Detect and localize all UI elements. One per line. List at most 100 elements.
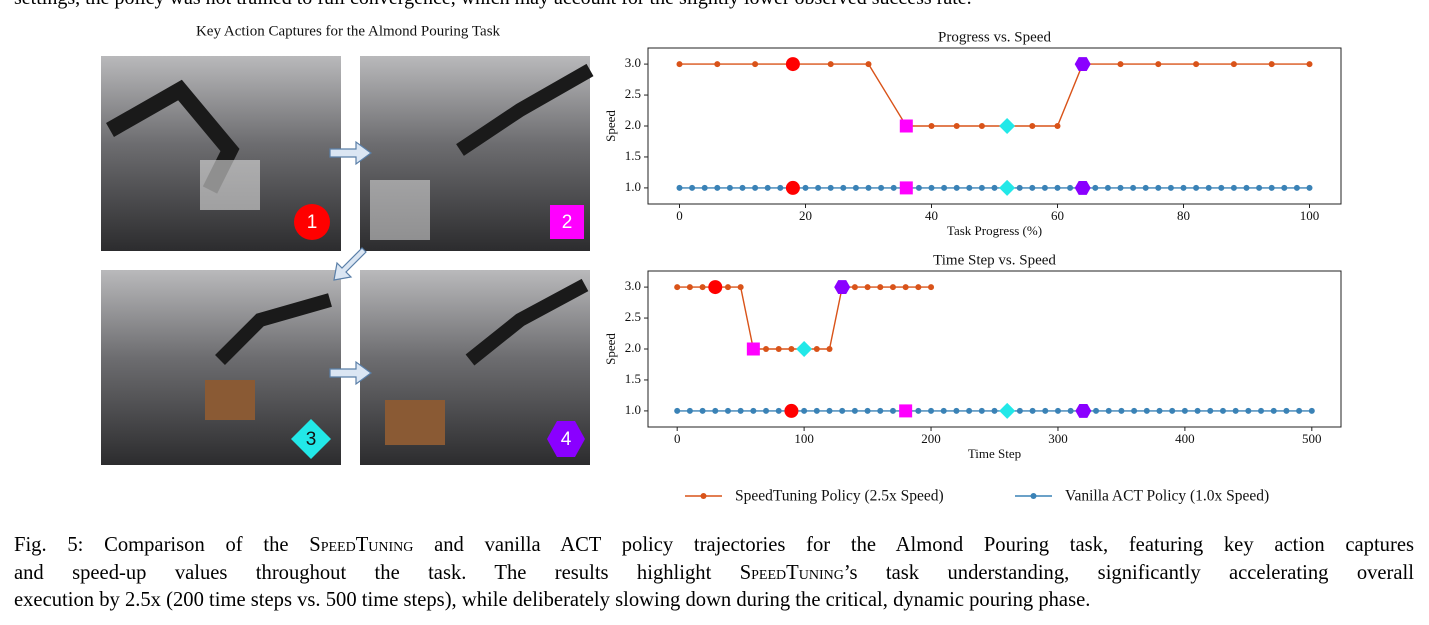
- data-point: [928, 184, 935, 191]
- data-point: [686, 284, 693, 291]
- caption-text: Fig. 5: Comparison of the: [14, 534, 310, 556]
- key-marker: [796, 341, 813, 357]
- data-point: [852, 184, 859, 191]
- data-point: [851, 407, 858, 414]
- data-point: [739, 184, 746, 191]
- data-point: [1281, 184, 1288, 191]
- badge-number: 4: [561, 429, 572, 450]
- data-point: [1117, 61, 1124, 68]
- data-point: [1232, 407, 1239, 414]
- almonds: [205, 380, 255, 420]
- data-point: [1067, 184, 1074, 191]
- data-point: [1155, 184, 1162, 191]
- body-text: settings, the policy was not trained to …: [14, 0, 972, 10]
- data-point: [864, 284, 871, 291]
- data-point: [699, 407, 706, 414]
- data-point: [813, 407, 820, 414]
- data-point: [714, 184, 721, 191]
- key-marker: [1074, 180, 1091, 195]
- badge-number: 1: [307, 212, 318, 233]
- data-point: [674, 284, 681, 291]
- key-marker: [785, 57, 800, 72]
- data-point: [889, 284, 896, 291]
- data-point: [1016, 184, 1023, 191]
- caption-line: and speed-up values throughout the task.…: [14, 562, 1414, 585]
- data-point: [764, 184, 771, 191]
- data-point: [878, 184, 885, 191]
- data-point: [840, 184, 847, 191]
- data-point: [890, 184, 897, 191]
- data-point: [1230, 184, 1237, 191]
- data-point: [915, 284, 922, 291]
- x-tick-label: 200: [921, 431, 941, 446]
- data-point: [1169, 407, 1176, 414]
- legend-label: Vanilla ACT Policy (1.0x Speed): [1065, 488, 1269, 505]
- data-point: [1245, 407, 1252, 414]
- data-point: [1093, 407, 1100, 414]
- badge-number: 2: [562, 212, 573, 233]
- data-point: [701, 184, 708, 191]
- caption-text: SpeedTuning: [309, 534, 414, 556]
- data-point: [978, 407, 985, 414]
- data-point: [928, 123, 935, 129]
- key-marker: [899, 404, 913, 418]
- y-tick-label: 3.0: [625, 278, 641, 293]
- data-point: [737, 284, 744, 291]
- data-point: [775, 346, 782, 352]
- chart-title: Time Step vs. Speed: [933, 252, 1056, 268]
- x-tick-label: 100: [794, 431, 814, 446]
- data-point: [777, 184, 784, 191]
- data-point: [1105, 407, 1112, 414]
- data-point: [941, 184, 948, 191]
- data-point: [978, 123, 985, 129]
- data-point: [1193, 184, 1200, 191]
- caption-text: and speed-up values throughout the task.…: [14, 562, 740, 584]
- y-tick-label: 1.0: [625, 402, 641, 417]
- badge-number: 3: [306, 429, 317, 450]
- data-point: [1219, 407, 1226, 414]
- data-point: [763, 346, 770, 352]
- y-tick-label: 2.5: [625, 309, 641, 324]
- key-marker: [746, 342, 760, 356]
- data-point: [714, 61, 721, 68]
- data-point: [902, 284, 909, 291]
- data-point: [1054, 184, 1061, 191]
- data-point: [889, 407, 896, 414]
- badge: [550, 205, 584, 239]
- key-marker: [834, 280, 851, 295]
- data-point: [1194, 407, 1201, 414]
- data-point: [1156, 407, 1163, 414]
- data-point: [1042, 407, 1049, 414]
- y-tick-label: 1.0: [625, 179, 641, 194]
- data-point: [1180, 184, 1187, 191]
- data-point: [1306, 184, 1313, 191]
- x-tick-label: 0: [676, 208, 683, 223]
- data-point: [928, 407, 935, 414]
- data-point: [915, 407, 922, 414]
- data-point: [1258, 407, 1265, 414]
- data-point: [865, 61, 872, 68]
- data-point: [676, 61, 683, 68]
- legend-marker: [700, 493, 707, 499]
- data-point: [1296, 407, 1303, 414]
- data-point: [1067, 407, 1074, 414]
- data-point: [724, 284, 731, 291]
- key-marker: [1074, 57, 1091, 72]
- key-marker: [999, 179, 1016, 196]
- data-point: [877, 284, 884, 291]
- data-point: [1155, 61, 1162, 68]
- data-point: [966, 407, 973, 414]
- data-point: [966, 184, 973, 191]
- data-point: [752, 184, 759, 191]
- x-tick-label: 20: [799, 208, 812, 223]
- x-tick-label: 100: [1300, 208, 1320, 223]
- data-point: [827, 184, 834, 191]
- key-marker: [1075, 403, 1092, 418]
- data-point: [1270, 407, 1277, 414]
- data-point: [1308, 407, 1315, 414]
- data-point: [699, 284, 706, 291]
- y-tick-label: 1.5: [625, 371, 641, 386]
- series-line: [679, 63, 1310, 127]
- data-point: [815, 184, 822, 191]
